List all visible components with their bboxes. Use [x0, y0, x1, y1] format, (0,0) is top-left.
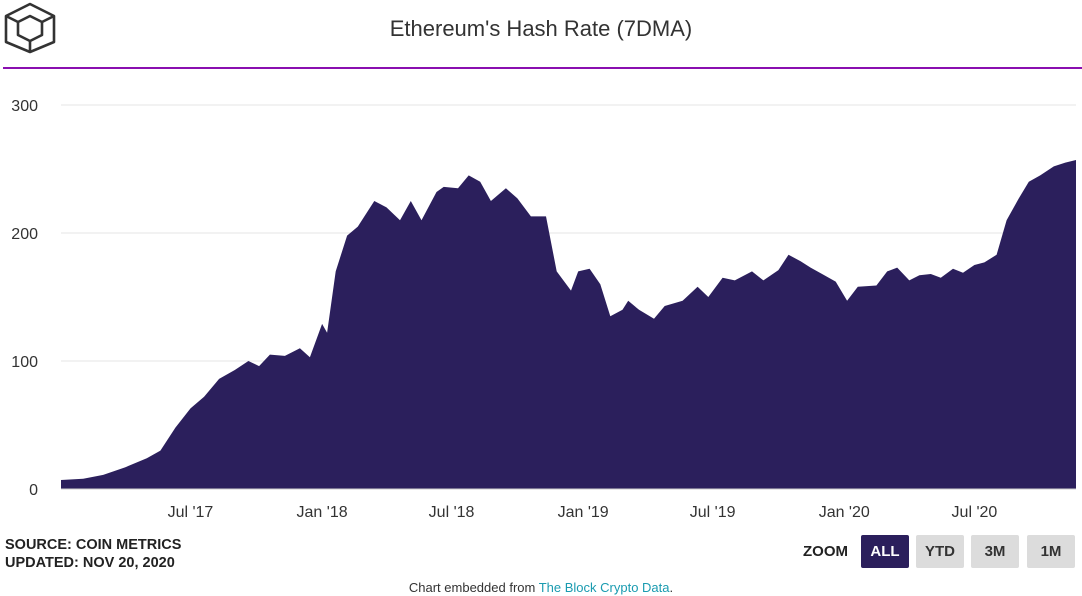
- x-tick-label: Jul '17: [168, 504, 214, 521]
- the-block-data-link[interactable]: The Block Crypto Data: [538, 580, 670, 595]
- hash-rate-chart: 0 100 200 300 Jul '17 Jan '18 Jul '18 Jan '19 Ju…: [11, 98, 1076, 521]
- x-tick-label: Jan '19: [558, 504, 609, 521]
- x-tick-label: Jan '20: [819, 504, 870, 521]
- chart-header: Ethereum's Hash Rate (7DMA): [0, 0, 1082, 70]
- chart-title: Ethereum's Hash Rate (7DMA): [389, 16, 693, 41]
- x-tick-label: Jul '18: [429, 504, 475, 521]
- header-divider: [3, 67, 1082, 69]
- y-tick-label: 0: [29, 482, 38, 499]
- embed-prefix: Chart embedded from: [408, 580, 539, 595]
- hash-rate-area: [61, 160, 1076, 489]
- zoom-label: ZOOM: [803, 543, 848, 560]
- x-tick-label: Jul '19: [690, 504, 736, 521]
- y-tick-label: 200: [11, 226, 38, 243]
- x-tick-label: Jan '18: [297, 504, 348, 521]
- source-text: SOURCE: COIN METRICS: [5, 537, 182, 553]
- zoom-all-button[interactable]: ALL: [861, 535, 909, 568]
- zoom-3m-button[interactable]: 3M: [971, 535, 1019, 568]
- y-tick-label: 300: [11, 98, 38, 115]
- y-tick-label: 100: [11, 354, 38, 371]
- the-block-logo-icon: [4, 2, 56, 54]
- zoom-1m-button[interactable]: 1M: [1027, 535, 1075, 568]
- x-tick-label: Jul '20: [952, 504, 998, 521]
- embed-credit: Chart embedded from The Block Crypto Dat…: [0, 580, 1082, 595]
- zoom-ytd-button[interactable]: YTD: [916, 535, 964, 568]
- updated-text: UPDATED: NOV 20, 2020: [5, 555, 175, 571]
- embed-suffix: .: [669, 580, 674, 595]
- source-block: SOURCE: COIN METRICS UPDATED: NOV 20, 20…: [5, 536, 181, 572]
